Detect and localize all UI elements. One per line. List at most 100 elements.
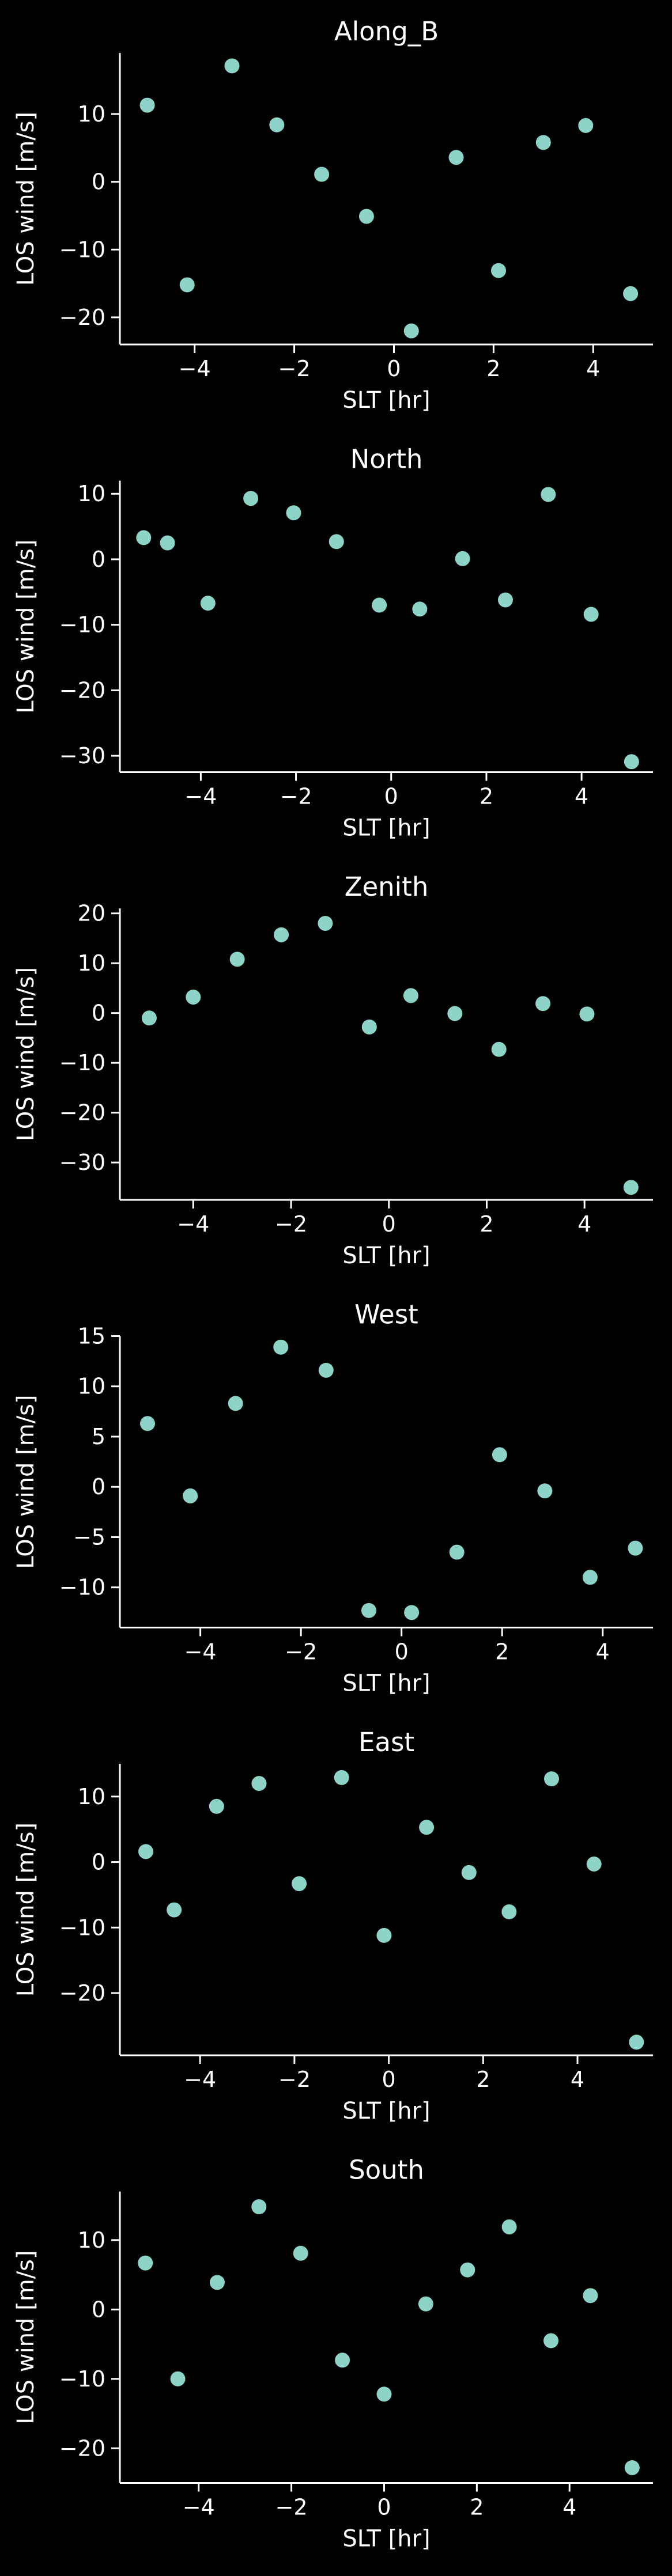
- y-tick-label: −10: [59, 612, 105, 638]
- data-point: [404, 1605, 420, 1620]
- data-point: [623, 1180, 639, 1195]
- x-axis-label: SLT [hr]: [342, 1242, 430, 1269]
- data-point: [455, 551, 470, 566]
- data-point: [491, 1041, 507, 1057]
- data-point: [541, 487, 556, 502]
- x-axis-label: SLT [hr]: [342, 1670, 430, 1697]
- chart-title: West: [354, 1300, 418, 1330]
- y-tick-label: 0: [92, 1001, 105, 1026]
- data-point: [183, 1488, 198, 1503]
- chart-title: East: [358, 1727, 414, 1757]
- data-point: [578, 118, 594, 133]
- y-tick-label: 0: [92, 1850, 105, 1875]
- y-tick-label: 5: [92, 1424, 105, 1449]
- data-point: [334, 1770, 349, 1785]
- y-tick-label: −10: [59, 1575, 105, 1600]
- data-point: [586, 1856, 602, 1872]
- data-point: [141, 1010, 157, 1026]
- y-tick-label: −10: [59, 1050, 105, 1075]
- data-point: [160, 535, 175, 551]
- data-point: [318, 1362, 334, 1378]
- data-point: [229, 952, 245, 967]
- y-tick-label: −10: [59, 2366, 105, 2392]
- data-point: [582, 1570, 598, 1585]
- data-point: [273, 1339, 289, 1355]
- y-tick-label: 0: [92, 1474, 105, 1499]
- data-point: [361, 1019, 377, 1035]
- y-tick-label: −20: [59, 1100, 105, 1126]
- x-tick-label: 2: [480, 1211, 493, 1237]
- x-tick-label: −4: [183, 2495, 215, 2520]
- data-point: [497, 592, 513, 608]
- y-tick-label: 10: [78, 950, 105, 976]
- data-point: [329, 534, 344, 550]
- x-tick-label: 2: [476, 2067, 490, 2092]
- x-axis-label: SLT [hr]: [342, 387, 430, 414]
- x-tick-label: 4: [586, 356, 600, 381]
- data-point: [269, 117, 285, 132]
- data-point: [139, 1416, 155, 1431]
- data-point: [361, 1603, 376, 1618]
- y-axis-label: LOS wind [m/s]: [13, 539, 39, 713]
- x-axis-label: SLT [hr]: [342, 815, 430, 842]
- data-point: [579, 1006, 595, 1022]
- data-point: [543, 2333, 559, 2348]
- data-point: [167, 1902, 182, 1918]
- data-point: [243, 491, 259, 506]
- y-tick-label: 10: [78, 481, 105, 506]
- x-tick-label: −2: [280, 784, 312, 809]
- y-tick-label: 10: [78, 1374, 105, 1399]
- data-point: [544, 1771, 560, 1787]
- x-tick-label: 0: [395, 1639, 409, 1665]
- x-tick-label: 0: [382, 2067, 395, 2092]
- x-tick-label: −2: [275, 1211, 307, 1237]
- data-point: [492, 1447, 507, 1463]
- x-tick-label: −2: [275, 2495, 308, 2520]
- data-point: [535, 135, 551, 150]
- data-point: [412, 601, 428, 617]
- y-tick-label: 0: [92, 2297, 105, 2322]
- x-tick-label: 0: [382, 1211, 396, 1237]
- data-point: [251, 1776, 267, 1791]
- x-axis-label: SLT [hr]: [342, 2526, 430, 2552]
- x-tick-label: −4: [184, 784, 217, 809]
- x-tick-label: 0: [384, 784, 398, 809]
- data-point: [419, 1820, 435, 1835]
- data-point: [209, 2275, 225, 2290]
- data-point: [403, 988, 418, 1003]
- chart-title: North: [350, 444, 423, 475]
- data-point: [335, 2353, 350, 2368]
- data-point: [501, 2219, 517, 2234]
- x-tick-label: 2: [480, 784, 493, 809]
- x-tick-label: 0: [387, 356, 401, 381]
- chart-panel-west: West −4 −2 0 2 4 −10 −5 0 5 10 15 SLT [hr] LOS wind […: [13, 1300, 653, 1697]
- data-point: [449, 1544, 465, 1560]
- data-point: [139, 97, 155, 113]
- data-point: [447, 1006, 463, 1021]
- data-point: [376, 1927, 392, 1943]
- data-point: [491, 263, 507, 278]
- data-point: [224, 58, 240, 74]
- y-tick-label: −10: [59, 1915, 105, 1940]
- data-point: [314, 166, 330, 182]
- data-point: [403, 323, 419, 339]
- data-point: [318, 915, 333, 931]
- data-point: [170, 2371, 186, 2386]
- y-tick-label: −30: [59, 743, 105, 768]
- data-point: [624, 2460, 640, 2475]
- y-axis-label: LOS wind [m/s]: [13, 1395, 39, 1569]
- x-tick-label: −4: [184, 2067, 216, 2092]
- data-point: [623, 286, 639, 301]
- x-tick-label: 4: [571, 2067, 584, 2092]
- y-tick-label: 20: [78, 901, 105, 926]
- data-point: [228, 1396, 243, 1411]
- data-point: [448, 150, 464, 165]
- y-tick-label: 10: [78, 2228, 105, 2253]
- y-axis-label: LOS wind [m/s]: [13, 1823, 39, 1997]
- data-point: [293, 2245, 308, 2261]
